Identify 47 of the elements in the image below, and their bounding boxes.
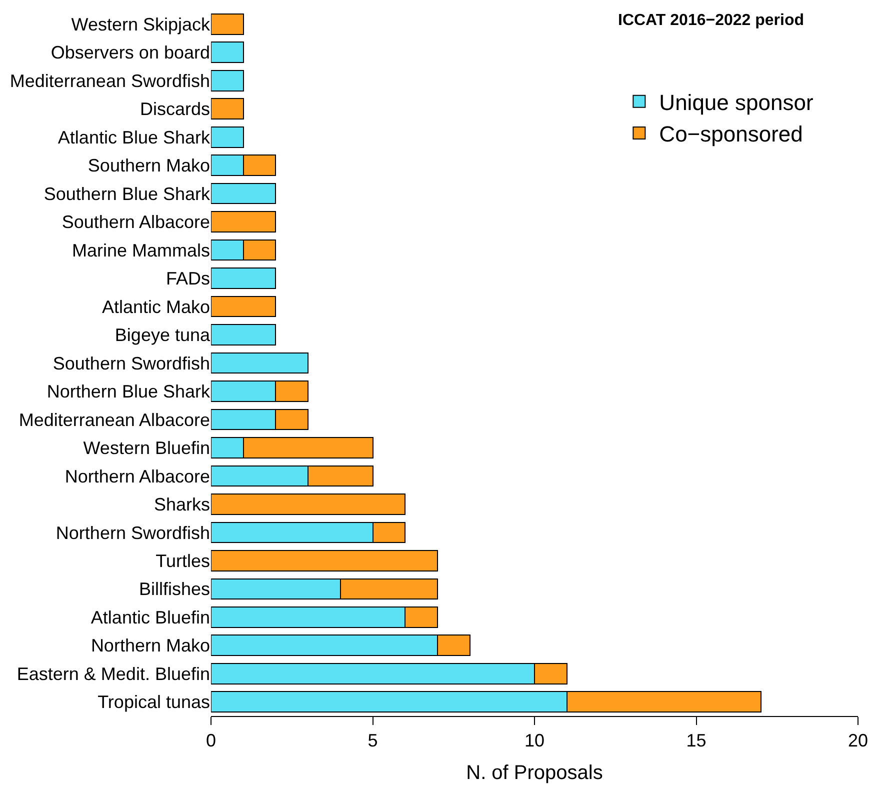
y-tick-label: Observers on board xyxy=(50,42,210,63)
bar xyxy=(211,211,276,232)
x-tick-label: 20 xyxy=(848,730,868,751)
y-tick-label: Northern Mako xyxy=(90,636,210,656)
legend-label: Co−sponsored xyxy=(659,122,803,147)
bar xyxy=(211,13,244,35)
y-tick-label: Turtles xyxy=(156,550,210,571)
y-tick-label: FADs xyxy=(166,268,210,289)
bar xyxy=(211,70,244,92)
x-tick-label: 15 xyxy=(686,730,706,751)
y-tick-label: Western Bluefin xyxy=(83,438,210,458)
bar xyxy=(211,324,276,346)
bar xyxy=(211,352,309,374)
y-tick-label: Mediterranean Albacore xyxy=(18,410,210,430)
bar xyxy=(211,182,276,204)
x-tick-label: 0 xyxy=(206,730,216,751)
y-tick-label: Sharks xyxy=(154,494,210,514)
y-tick-label: Southern Albacore xyxy=(62,212,210,232)
legend-label: Unique sponsor xyxy=(659,90,814,115)
y-tick-label: Atlantic Blue Shark xyxy=(58,127,211,148)
x-tick-label: 5 xyxy=(368,730,378,751)
x-axis-title: N. of Proposals xyxy=(466,762,603,784)
y-tick-label: Southern Blue Shark xyxy=(44,184,211,204)
bar xyxy=(211,98,244,120)
y-tick-label: Discards xyxy=(140,99,210,120)
bar xyxy=(211,268,276,289)
y-tick-label: Bigeye tuna xyxy=(114,325,211,346)
y-tick-label: Marine Mammals xyxy=(72,240,210,260)
annotation: ICCAT 2016−2022 period xyxy=(618,12,804,29)
y-tick-label: Northern Blue Shark xyxy=(46,382,211,402)
y-tick-label: Eastern & Medit. Bluefin xyxy=(16,664,210,684)
y-tick-label: Mediterranean Swordfish xyxy=(10,70,210,91)
bar xyxy=(211,550,438,572)
bar xyxy=(211,296,276,318)
y-tick-label: Northern Swordfish xyxy=(56,522,210,543)
y-tick-label: Atlantic Bluefin xyxy=(90,607,210,628)
bar xyxy=(211,126,244,148)
y-tick-label: Tropical tunas xyxy=(98,692,210,712)
y-tick-label: Southern Mako xyxy=(88,156,210,176)
bar xyxy=(211,42,244,64)
y-tick-label: Atlantic Mako xyxy=(102,296,210,317)
bar xyxy=(211,494,406,515)
y-tick-label: Southern Swordfish xyxy=(52,353,210,374)
y-tick-label: Northern Albacore xyxy=(64,466,210,486)
y-tick-label: Billfishes xyxy=(138,579,210,600)
x-tick-label: 10 xyxy=(524,730,545,751)
y-tick-label: Western Skipjack xyxy=(71,14,211,34)
